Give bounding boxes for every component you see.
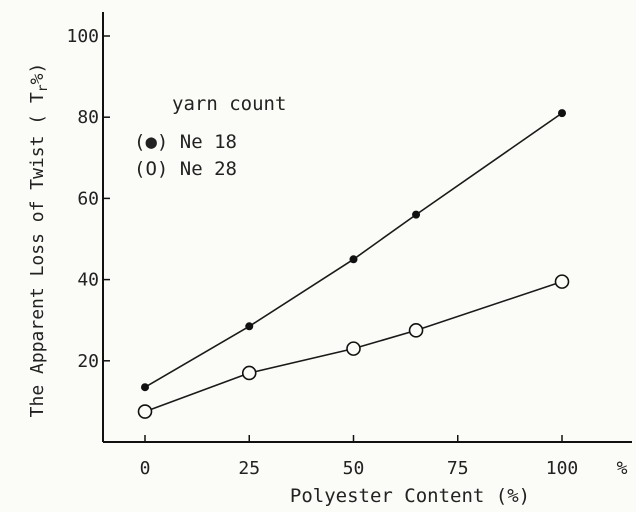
x-tick-label: 25 [238,458,260,479]
data-point-ne18 [349,255,358,264]
data-point-ne28 [137,404,153,419]
data-points [137,109,570,419]
axes [102,12,632,443]
y-axis-label-end: %) [27,63,48,85]
data-point-ne18 [412,210,421,219]
data-point-ne18 [245,322,254,331]
legend-entry-ne18: (●) Ne 18 [134,131,237,153]
y-tick-label: 100 [66,26,99,47]
x-axis-label: Polyester Content (%) [290,485,530,507]
ticks: 0 25 50 75 100 20 40 60 80 100 [66,26,578,479]
legend-entry-ne28: (O) Ne 28 [134,158,237,180]
y-axis-label: The Apparent Loss of Twist ( Tr%) [27,63,51,418]
x-tick-label: 50 [343,458,365,479]
x-axis-unit: % [617,458,628,479]
data-point-ne18 [141,383,149,392]
data-point-ne28 [241,365,257,381]
data-point-ne18 [558,109,566,118]
x-tick-label: 0 [140,458,151,479]
y-axis-label-main: The Apparent Loss of Twist ( T [27,92,48,417]
y-axis-label-sub: r [36,84,51,92]
y-tick-label: 80 [77,107,99,128]
y-tick-label: 40 [77,270,99,291]
x-tick-label: 75 [447,458,469,479]
data-point-ne28 [346,341,361,356]
legend-title: yarn count [172,93,286,115]
data-point-ne28 [408,323,424,338]
y-tick-label: 20 [77,351,99,372]
data-point-ne28 [554,274,570,289]
y-tick-label: 60 [77,188,99,209]
x-tick-label: 100 [546,458,579,479]
